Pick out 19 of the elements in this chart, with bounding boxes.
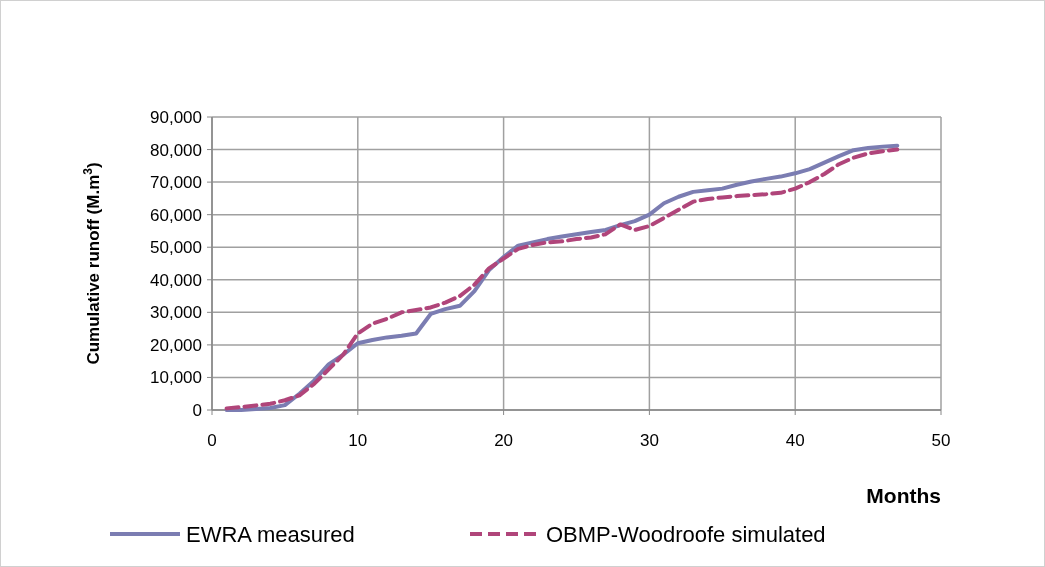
y-tick-label: 50,000 [150, 238, 202, 258]
x-tick-label: 30 [639, 431, 659, 450]
x-tick-label: 20 [494, 431, 514, 450]
y-tick-label: 60,000 [150, 205, 202, 225]
x-tick-label: 0 [207, 431, 217, 450]
y-tick-label: 20,000 [150, 335, 202, 355]
y-tick-label: 40,000 [150, 270, 202, 290]
y-tick-label: 80,000 [150, 140, 202, 160]
y-tick-label: 30,000 [150, 303, 202, 323]
y-tick-label: 90,000 [150, 107, 202, 127]
y-tick-label: 0 [192, 400, 202, 420]
legend-label: OBMP-Woodroofe simulated [546, 521, 826, 547]
x-tick-label: 10 [348, 431, 368, 450]
y-tick-label: 70,000 [150, 173, 202, 193]
x-tick-label: 50 [931, 431, 951, 450]
y-tick-label: 10,000 [150, 368, 202, 388]
x-axis-title: Months [866, 484, 941, 507]
legend-label: EWRA measured [186, 521, 355, 547]
x-tick-label: 40 [785, 431, 805, 450]
